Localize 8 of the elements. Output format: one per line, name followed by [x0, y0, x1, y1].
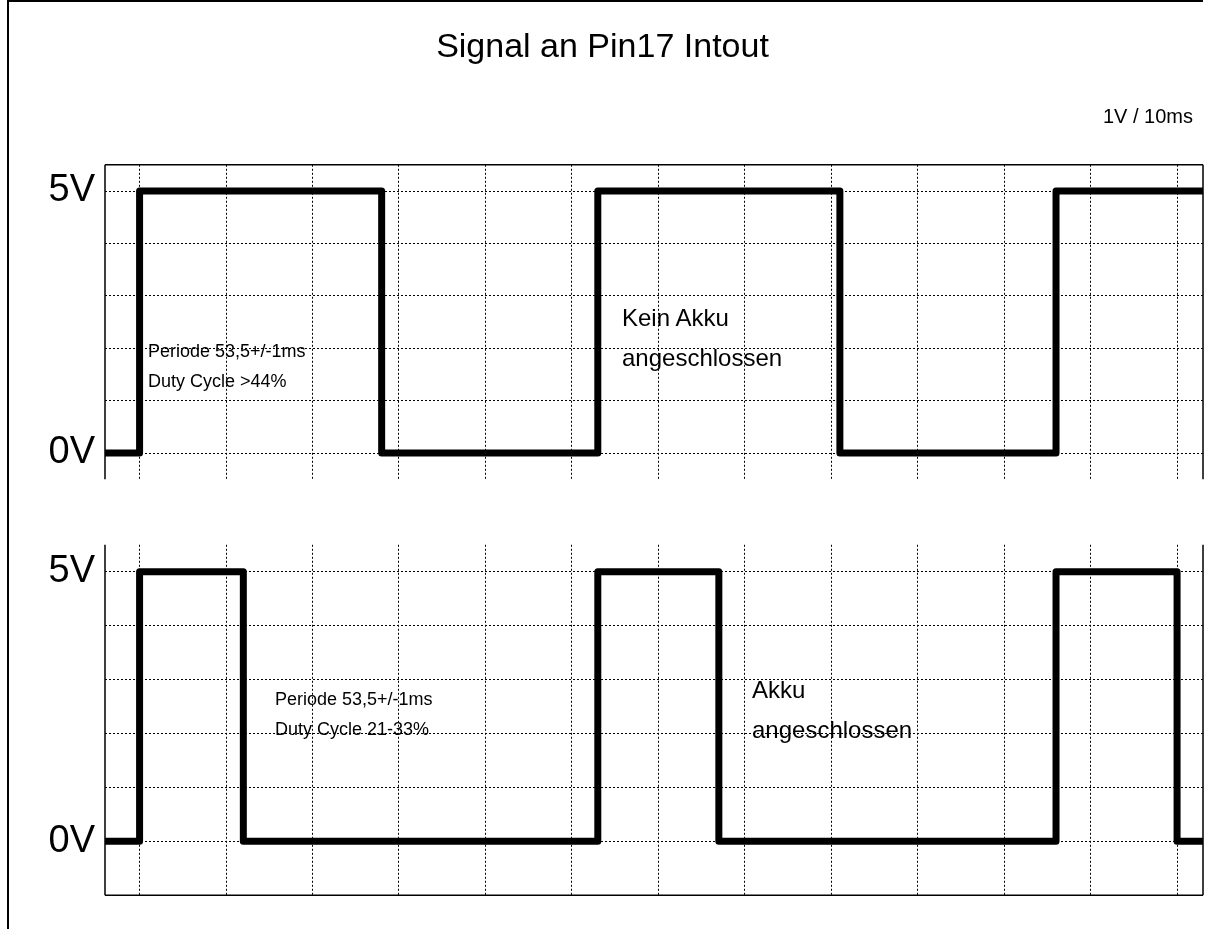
- annotation: Akku angeschlossen: [752, 675, 913, 745]
- text: 1V / 10ms: [1102, 104, 1193, 128]
- annotation: Kein Akku angeschlossen: [622, 303, 783, 373]
- y-tick-label: 5V: [48, 548, 96, 591]
- y-tick-label: 5V: [48, 167, 96, 210]
- y-tick-label: 0V: [48, 429, 96, 472]
- chart-title: Signal an Pin17 Intout: [435, 26, 770, 65]
- y-tick-label: 0V: [48, 817, 96, 860]
